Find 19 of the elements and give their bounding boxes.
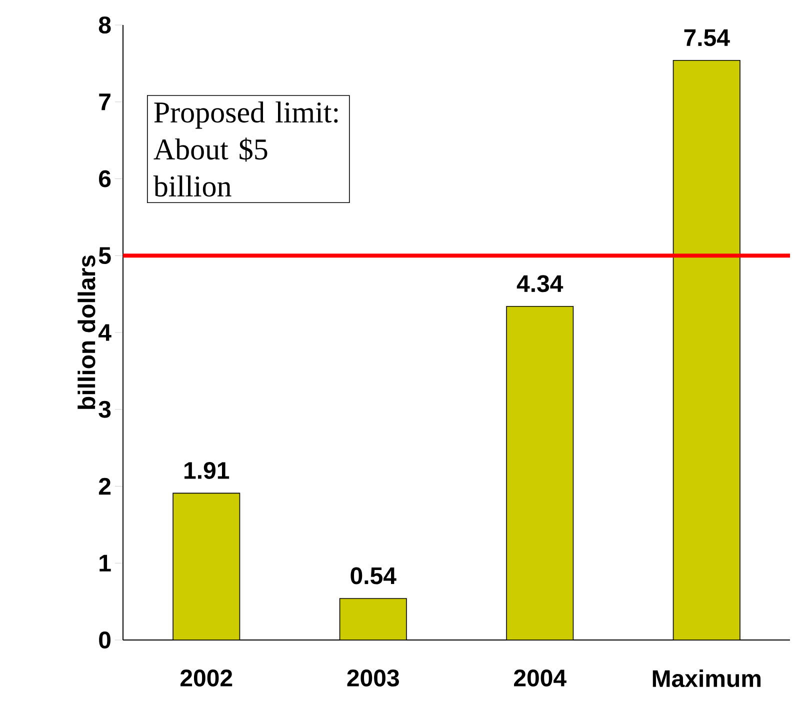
y-tick-label: 8 — [98, 16, 111, 34]
data-label: 4.34 — [516, 275, 564, 292]
y-tick-label: 2 — [98, 478, 111, 495]
data-label: 0.54 — [350, 567, 396, 584]
y-tick-label: 7 — [99, 94, 110, 110]
x-tick-label: 2004 — [514, 670, 566, 687]
x-tick-label: Maximum — [652, 670, 760, 688]
y-tick-label: 0 — [99, 631, 110, 648]
y-tick-label: 1 — [100, 554, 111, 572]
ref-line-label: Proposed limit: About $5 billion — [153, 102, 338, 197]
y-tick-label: 5 — [98, 247, 111, 264]
data-label: 7.54 — [684, 29, 730, 46]
data-label: 1.91 — [184, 462, 230, 479]
y-tick-label: 4 — [98, 324, 112, 341]
y-tick-label: 6 — [99, 170, 111, 188]
x-tick-label: 2002 — [180, 670, 232, 687]
y-axis-title: billion dollars — [78, 255, 96, 409]
x-tick-label: 2003 — [347, 670, 399, 687]
y-tick-label: 3 — [98, 400, 111, 418]
